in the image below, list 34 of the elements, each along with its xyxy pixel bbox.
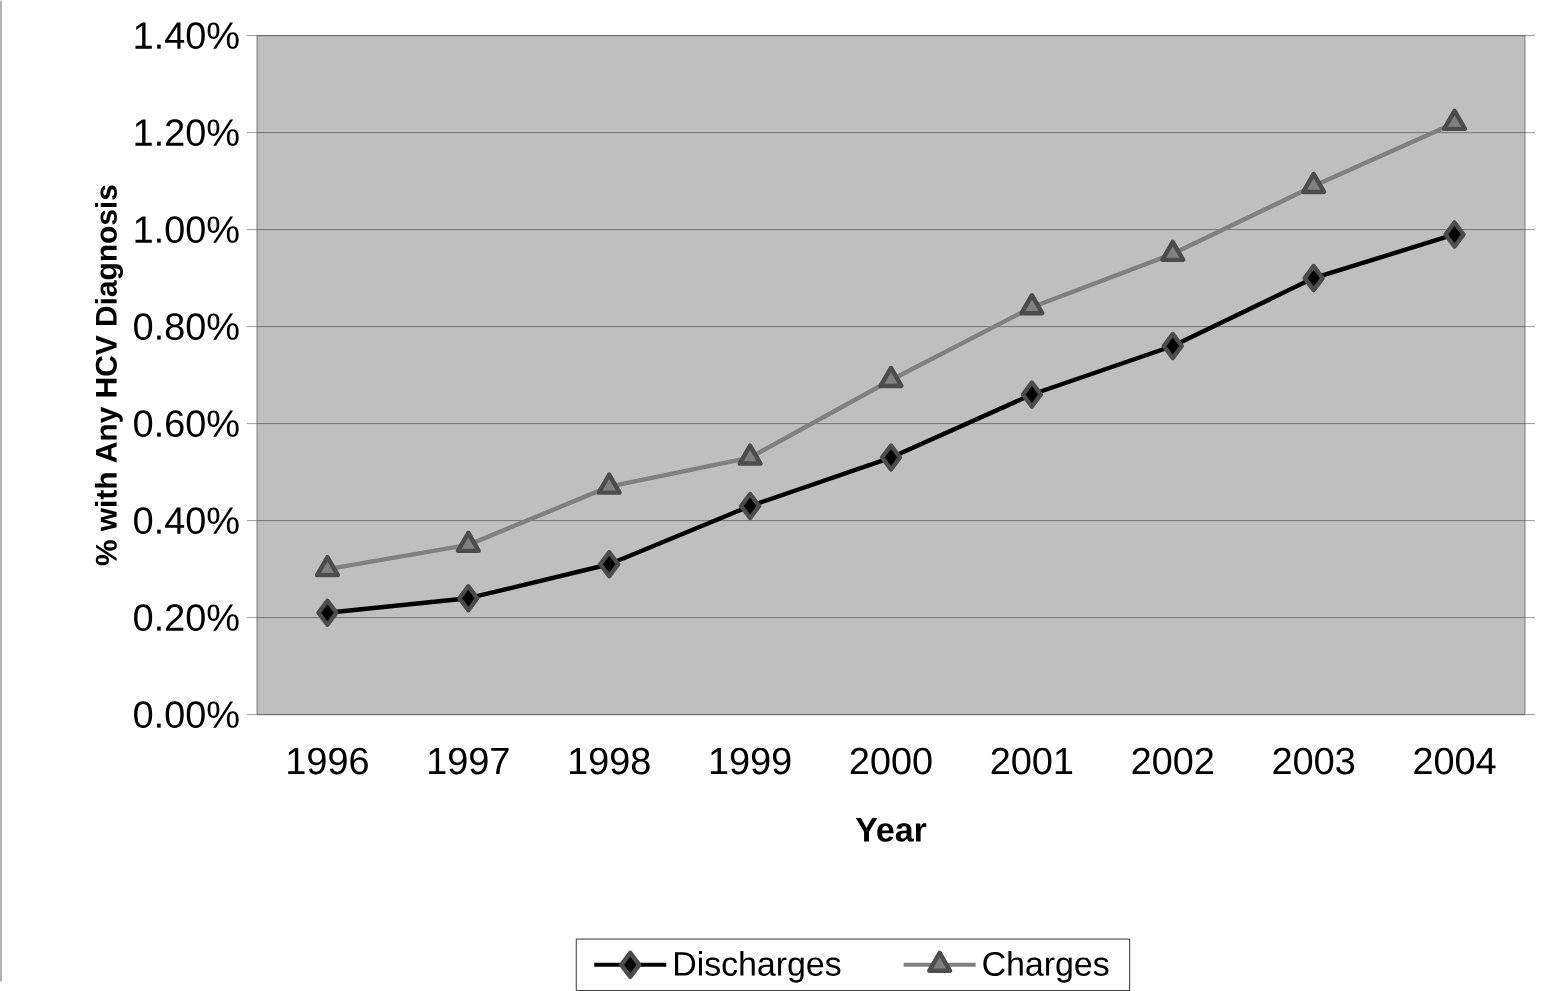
legend-label: Discharges <box>675 951 841 983</box>
x-tick-label: 2002 <box>1132 747 1213 775</box>
point <box>1160 239 1186 263</box>
x-tick-label: 1996 <box>288 747 368 775</box>
point <box>738 491 762 521</box>
legend-label: Charges <box>983 951 1109 983</box>
point <box>1161 331 1184 361</box>
point <box>879 443 903 472</box>
point <box>878 365 904 389</box>
y-tick-label: 0.80% <box>134 313 239 341</box>
x-tick-label: 2004 <box>1414 747 1496 775</box>
y-tick-label: 0.20% <box>134 604 239 632</box>
y-tick-label: 0.00% <box>134 701 239 729</box>
point <box>1302 263 1325 293</box>
y-tick-label: 1.20% <box>135 119 239 147</box>
x-tick-label: 2000 <box>850 747 932 775</box>
point <box>316 598 339 627</box>
x-axis-title: Year <box>855 818 927 842</box>
point <box>598 550 621 579</box>
x-tick-label: 1998 <box>569 747 650 775</box>
y-tick-label: 1.40% <box>135 22 239 50</box>
y-tick-label: 1.00% <box>135 216 239 244</box>
x-tick-label: 1997 <box>429 747 509 775</box>
x-tick-label: 1999 <box>710 747 791 775</box>
point <box>1301 171 1327 195</box>
x-tick-label: 2003 <box>1273 747 1355 775</box>
y-tick-label: 0.60% <box>134 410 239 438</box>
y-axis-title: % with Any HCV Diagnosis <box>94 185 123 566</box>
point <box>1441 108 1468 132</box>
point <box>457 584 480 613</box>
y-tick-label: 0.40% <box>134 507 239 535</box>
point <box>1020 380 1044 409</box>
x-tick-label: 2001 <box>991 747 1073 775</box>
point <box>1019 293 1045 316</box>
